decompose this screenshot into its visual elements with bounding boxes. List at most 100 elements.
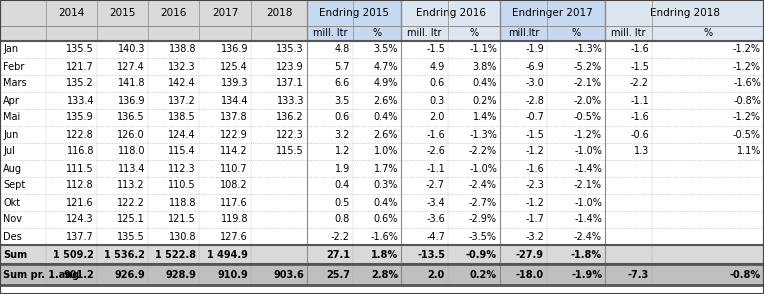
Bar [605,92,652,109]
Text: 123.9: 123.9 [277,61,304,71]
Text: 901.2: 901.2 [63,270,94,280]
Bar [148,58,199,75]
Text: 137.2: 137.2 [168,96,196,106]
Bar [199,228,251,245]
Bar [251,126,307,143]
Text: Endringer 2017: Endringer 2017 [512,8,593,18]
Text: -0.6: -0.6 [630,129,649,139]
Text: Sum: Sum [3,250,28,260]
Text: 135.5: 135.5 [117,231,145,241]
Bar [251,143,307,160]
Bar [251,75,307,92]
Text: 114.2: 114.2 [220,146,248,156]
Bar [307,228,353,245]
Text: 135.2: 135.2 [66,78,94,88]
Text: 117.6: 117.6 [220,198,248,208]
Text: 118.8: 118.8 [169,198,196,208]
Bar [46,0,97,26]
Bar [547,264,605,285]
Text: -1.9%: -1.9% [571,270,602,280]
Text: %: % [469,29,478,39]
Bar [448,228,500,245]
Text: -2.7%: -2.7% [469,198,497,208]
Bar [353,228,401,245]
Text: 137.7: 137.7 [66,231,94,241]
Text: Endring 2015: Endring 2015 [319,8,389,18]
Bar [251,92,307,109]
Text: %: % [704,29,713,39]
Text: Sum pr. 1.aug: Sum pr. 1.aug [3,270,79,280]
Bar [148,143,199,160]
Bar [547,143,605,160]
Bar [547,194,605,211]
Bar [0,92,46,109]
Text: Febr: Febr [3,61,24,71]
Text: -2.2: -2.2 [331,231,350,241]
Text: 124.4: 124.4 [168,129,196,139]
Bar [199,92,251,109]
Text: 0.4%: 0.4% [473,78,497,88]
Text: 910.9: 910.9 [217,270,248,280]
Bar [547,211,605,228]
Text: -3.6: -3.6 [426,215,445,225]
Text: -2.9%: -2.9% [469,215,497,225]
Text: 2.0: 2.0 [429,113,445,123]
Text: 5.7: 5.7 [335,61,350,71]
Text: 928.9: 928.9 [165,270,196,280]
Bar [97,41,148,58]
Text: Apr: Apr [3,96,20,106]
Bar [46,211,97,228]
Bar [148,92,199,109]
Bar [605,26,764,41]
Text: 0.3%: 0.3% [374,181,398,191]
Bar [307,126,353,143]
Text: 0.5: 0.5 [335,198,350,208]
Bar [46,160,97,177]
Text: -2.6: -2.6 [426,146,445,156]
Bar [401,211,448,228]
Text: -3.0: -3.0 [526,78,544,88]
Bar [97,0,148,26]
Text: 0.4%: 0.4% [374,198,398,208]
Text: 141.8: 141.8 [118,78,145,88]
Bar [353,264,401,285]
Bar [500,41,547,58]
Bar [0,160,46,177]
Text: 1.0%: 1.0% [374,146,398,156]
Text: -1.3%: -1.3% [574,44,602,54]
Text: -1.6: -1.6 [426,129,445,139]
Text: 0.6: 0.6 [335,113,350,123]
Bar [251,211,307,228]
Text: -1.2%: -1.2% [733,113,761,123]
Bar [97,109,148,126]
Bar [46,75,97,92]
Text: -1.2: -1.2 [525,198,544,208]
Text: -1.5: -1.5 [630,61,649,71]
Text: 1.8%: 1.8% [371,250,398,260]
Bar [401,143,448,160]
Text: 135.5: 135.5 [66,44,94,54]
Bar [46,41,97,58]
Bar [500,245,547,264]
Text: -0.9%: -0.9% [466,250,497,260]
Bar [148,245,199,264]
Bar [547,109,605,126]
Text: 137.1: 137.1 [277,78,304,88]
Text: -1.3%: -1.3% [469,129,497,139]
Bar [97,194,148,211]
Text: 1.7%: 1.7% [374,163,398,173]
Text: 2016: 2016 [160,8,186,18]
Text: 2.0: 2.0 [428,270,445,280]
Text: -1.1: -1.1 [630,96,649,106]
Text: -1.4%: -1.4% [574,215,602,225]
Bar [448,264,500,285]
Bar [448,211,500,228]
Bar [148,41,199,58]
Bar [199,41,251,58]
Text: 122.2: 122.2 [117,198,145,208]
Text: 2.8%: 2.8% [371,270,398,280]
Bar [97,264,148,285]
Text: -3.4: -3.4 [426,198,445,208]
Bar [652,160,764,177]
Text: 130.8: 130.8 [169,231,196,241]
